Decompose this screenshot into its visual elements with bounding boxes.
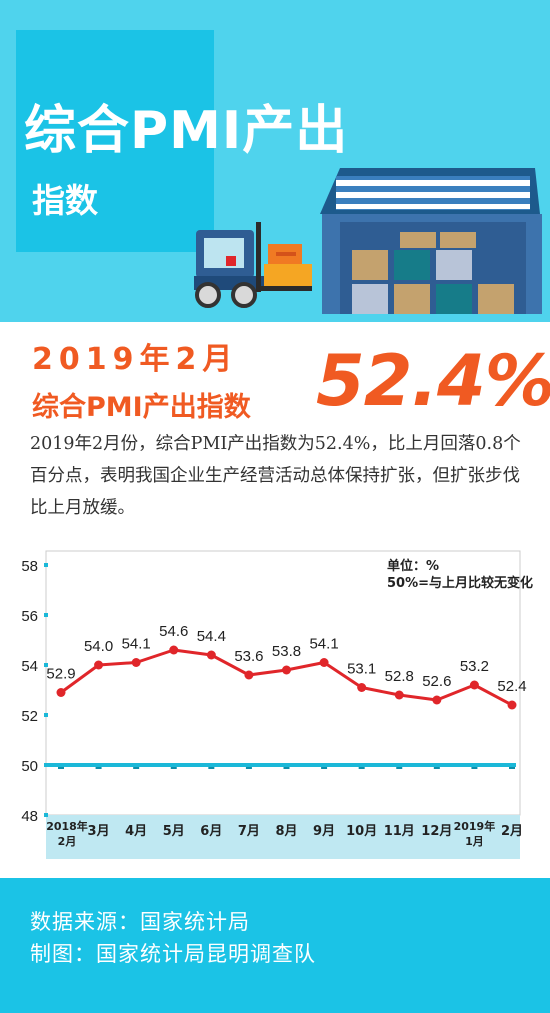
x-tick-label: 4月 bbox=[125, 824, 147, 839]
header-banner: 综合PMI产出 指数 bbox=[0, 0, 550, 322]
page-title: 综合PMI产出 bbox=[24, 101, 349, 161]
legend-note: 50%=与上月比较无变化 bbox=[387, 576, 534, 591]
data-label: 53.6 bbox=[234, 648, 263, 665]
footer-credit: 制图：国家统计局昆明调查队 bbox=[30, 942, 316, 966]
x-tick-label: 11月 bbox=[384, 824, 415, 839]
data-label: 54.4 bbox=[197, 628, 226, 645]
data-label: 52.8 bbox=[385, 668, 414, 685]
description-paragraph: 2019年2月份，综合PMI产出指数为52.4%，比上月回落0.8个百分点，表明… bbox=[30, 434, 521, 518]
reference-tick bbox=[245, 767, 252, 769]
data-point bbox=[131, 658, 141, 667]
reference-tick bbox=[433, 767, 440, 769]
x-tick-label: 1月 bbox=[465, 835, 484, 848]
footer: 数据来源：国家统计局 制图：国家统计局昆明调查队 bbox=[0, 878, 550, 1013]
header-accent-box bbox=[16, 30, 214, 252]
data-point bbox=[319, 658, 329, 667]
y-tick-label: 50 bbox=[21, 758, 38, 775]
headline-month: 2019年2月 bbox=[32, 342, 239, 377]
data-label: 52.6 bbox=[422, 673, 451, 690]
forklift-icon bbox=[194, 222, 312, 308]
data-point bbox=[469, 680, 479, 690]
y-tick-label: 48 bbox=[21, 808, 38, 825]
y-tick-mark bbox=[44, 713, 48, 717]
x-tick-label: 2月 bbox=[501, 824, 523, 839]
x-axis-band bbox=[46, 815, 520, 859]
reference-tick bbox=[208, 767, 215, 769]
data-label: 52.9 bbox=[46, 666, 75, 683]
data-label: 54.1 bbox=[309, 636, 338, 653]
page-subtitle: 指数 bbox=[32, 181, 98, 220]
data-point bbox=[394, 690, 404, 700]
headline-indicator: 综合PMI产出指数 bbox=[32, 392, 251, 423]
data-point bbox=[169, 645, 179, 655]
data-label: 53.2 bbox=[460, 658, 489, 675]
reference-tick bbox=[509, 767, 515, 769]
data-point bbox=[56, 688, 66, 697]
data-point bbox=[244, 670, 254, 680]
y-tick-mark bbox=[44, 663, 48, 667]
data-label: 54.6 bbox=[159, 623, 188, 640]
y-tick-label: 54 bbox=[21, 658, 38, 675]
reference-tick bbox=[95, 767, 102, 769]
reference-tick bbox=[358, 767, 365, 769]
data-point bbox=[432, 695, 442, 705]
reference-tick bbox=[58, 767, 64, 769]
x-tick-label: 2018年 bbox=[46, 819, 88, 833]
y-tick-mark bbox=[44, 613, 48, 617]
data-point bbox=[507, 700, 517, 710]
x-tick-label: 2019年 bbox=[454, 819, 496, 833]
x-tick-label: 6月 bbox=[200, 824, 222, 839]
reference-tick bbox=[283, 767, 290, 769]
data-label: 54.1 bbox=[122, 636, 151, 653]
y-tick-mark bbox=[44, 563, 48, 567]
x-tick-label: 7月 bbox=[238, 824, 260, 839]
x-tick-label: 2月 bbox=[58, 835, 77, 848]
data-point bbox=[357, 683, 367, 692]
y-tick-mark bbox=[44, 813, 48, 817]
x-tick-label: 3月 bbox=[88, 824, 110, 839]
footer-source: 数据来源：国家统计局 bbox=[30, 910, 250, 934]
pmi-line-chart: 48 50 52 54 56 58 52.9 54.0 54.1 54.6 54.4 53.6 53.8… bbox=[0, 545, 550, 865]
x-tick-label: 5月 bbox=[163, 824, 185, 839]
y-tick-label: 56 bbox=[21, 608, 38, 625]
y-tick-label: 58 bbox=[21, 558, 38, 575]
data-label: 52.4 bbox=[497, 678, 526, 695]
chart-canvas: 48 50 52 54 56 58 52.9 54.0 54.1 54.6 54.4 53.6 53.8… bbox=[21, 550, 527, 859]
data-label: 53.1 bbox=[347, 661, 376, 678]
data-point bbox=[206, 650, 216, 660]
x-tick-label: 10月 bbox=[346, 824, 377, 839]
y-tick-label: 52 bbox=[21, 708, 38, 725]
reference-tick bbox=[471, 767, 478, 769]
data-point bbox=[94, 660, 104, 670]
data-label: 53.8 bbox=[272, 643, 301, 660]
x-tick-label: 9月 bbox=[313, 824, 335, 839]
legend-unit: 单位：% bbox=[387, 559, 440, 574]
x-tick-label: 12月 bbox=[421, 824, 452, 839]
warehouse-icon bbox=[320, 168, 542, 314]
data-point bbox=[282, 665, 291, 675]
reference-tick bbox=[170, 767, 177, 769]
x-tick-label: 8月 bbox=[275, 824, 297, 839]
reference-tick bbox=[133, 767, 140, 769]
reference-tick bbox=[321, 767, 328, 769]
headline-value: 52.4% bbox=[316, 340, 550, 422]
warehouse-forklift-illustration bbox=[194, 168, 542, 314]
data-label: 54.0 bbox=[84, 638, 113, 655]
reference-tick bbox=[396, 767, 403, 769]
